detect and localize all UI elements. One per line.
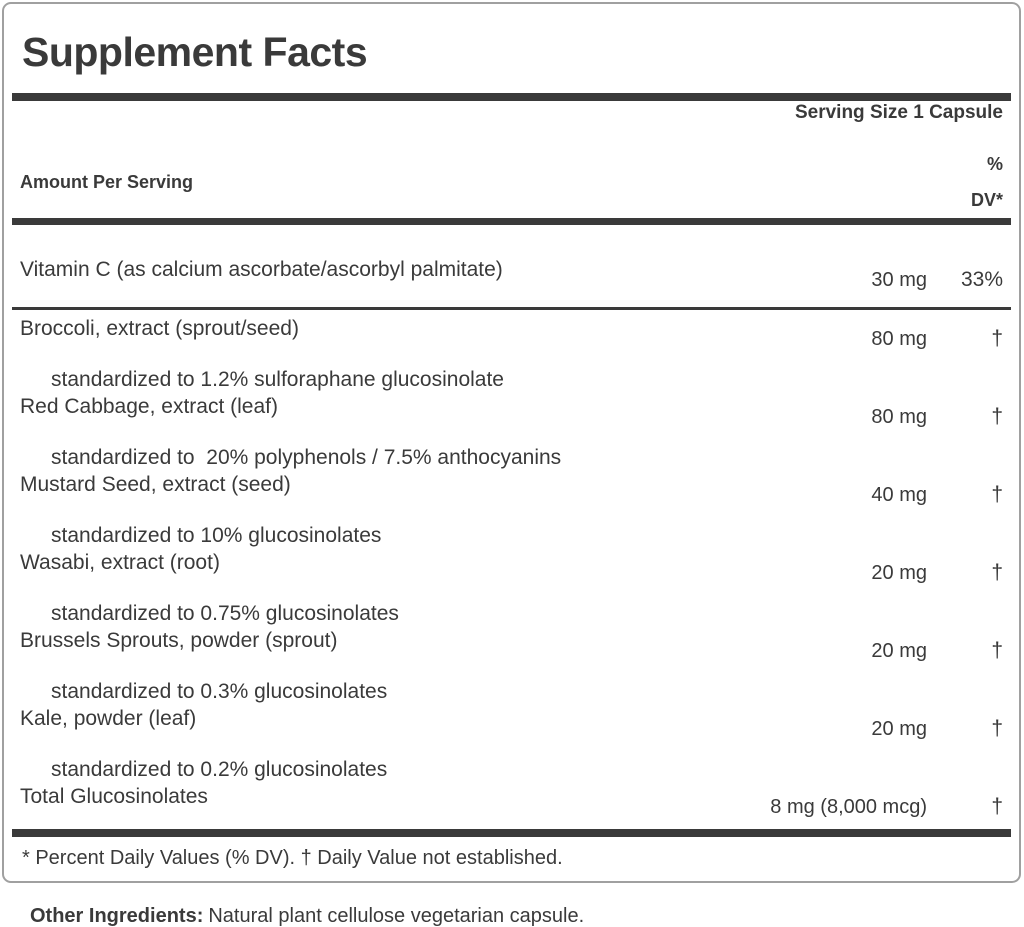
ingredient-amount: 20 mg	[871, 562, 927, 584]
ingredient-dv: †	[991, 405, 1003, 428]
ingredient-name: Kale, powder (leaf)	[20, 707, 197, 730]
ingredient-name: Mustard Seed, extract (seed)	[20, 473, 291, 496]
amount-per-serving-header: Amount Per Serving	[20, 171, 194, 192]
other-ingredients-label: Other Ingredients:	[30, 905, 204, 927]
other-ingredients: Other Ingredients: Natural plant cellulos…	[30, 905, 1008, 927]
ingredient-dv: 33%	[960, 268, 1003, 291]
ingredient-standardization: standardized to 0.2% glucosinolates	[51, 758, 388, 781]
ingredient-dv: †	[991, 639, 1003, 662]
ingredient-row-brussels-sprouts: Brussels Sprouts, powder (sprout) 20 mg …	[4, 629, 1019, 704]
percent-dv-header-line2: DV*	[970, 190, 1003, 210]
ingredient-row-vitamin-c: Vitamin C (as calcium ascorbate/ascorbyl…	[4, 258, 1019, 292]
ingredient-amount: 20 mg	[871, 718, 927, 740]
ingredient-name: Total Glucosinolates	[20, 785, 208, 808]
ingredient-name: Broccoli, extract (sprout/seed)	[20, 317, 299, 340]
footnote: * Percent Daily Values (% DV). † Daily V…	[22, 847, 563, 869]
ingredient-row-broccoli: Broccoli, extract (sprout/seed) 80 mg † …	[4, 317, 1019, 392]
ingredient-amount: 20 mg	[871, 640, 927, 662]
ingredient-standardization: standardized to 0.75% glucosinolates	[51, 602, 399, 625]
other-ingredients-text: Natural plant cellulose vegetarian capsu…	[208, 905, 585, 927]
ingredient-standardization: standardized to 10% glucosinolates	[51, 524, 382, 547]
ingredient-amount: 80 mg	[871, 406, 927, 428]
ingredient-row-red-cabbage: Red Cabbage, extract (leaf) 80 mg † stan…	[4, 395, 1019, 470]
serving-size: Serving Size 1 Capsule	[794, 102, 1003, 123]
top-rule	[12, 93, 1011, 101]
ingredient-row-kale: Kale, powder (leaf) 20 mg † standardized…	[4, 707, 1019, 782]
percent-dv-header-line1: %	[986, 154, 1003, 174]
ingredient-standardization: standardized to 1.2% sulforaphane glucos…	[51, 368, 504, 391]
ingredient-dv: †	[991, 561, 1003, 584]
ingredient-name: Red Cabbage, extract (leaf)	[20, 395, 278, 418]
ingredient-dv: †	[991, 483, 1003, 506]
ingredient-rows: Vitamin C (as calcium ascorbate/ascorbyl…	[4, 258, 1019, 819]
ingredient-dv: †	[991, 795, 1003, 818]
bottom-rule	[12, 829, 1011, 837]
ingredient-row-wasabi: Wasabi, extract (root) 20 mg † standardi…	[4, 551, 1019, 626]
panel-title: Supplement Facts	[22, 29, 368, 75]
vitamin-row-rule	[12, 307, 1011, 310]
percent-dv-header: % DV*	[971, 146, 1003, 218]
ingredient-standardization: standardized to 0.3% glucosinolates	[51, 680, 388, 703]
supplement-facts-panel: Supplement Facts Serving Size 1 Capsule …	[2, 2, 1021, 883]
header-rule	[12, 218, 1011, 225]
ingredient-amount: 80 mg	[871, 328, 927, 350]
ingredient-name: Wasabi, extract (root)	[20, 551, 220, 574]
ingredient-name: Vitamin C (as calcium ascorbate/ascorbyl…	[20, 258, 503, 281]
ingredient-row-total-glucosinolates: Total Glucosinolates 8 mg (8,000 mcg) †	[4, 785, 1019, 819]
ingredient-dv: †	[991, 327, 1003, 350]
ingredient-amount: 30 mg	[871, 269, 927, 291]
column-header-row: Amount Per Serving % DV*	[20, 146, 1003, 218]
ingredient-dv: †	[991, 717, 1003, 740]
ingredient-amount: 8 mg (8,000 mcg)	[770, 796, 927, 818]
ingredient-amount: 40 mg	[871, 484, 927, 506]
ingredient-row-mustard-seed: Mustard Seed, extract (seed) 40 mg † sta…	[4, 473, 1019, 548]
ingredient-name: Brussels Sprouts, powder (sprout)	[20, 629, 338, 652]
ingredient-standardization: standardized to 20% polyphenols / 7.5% a…	[51, 446, 562, 469]
